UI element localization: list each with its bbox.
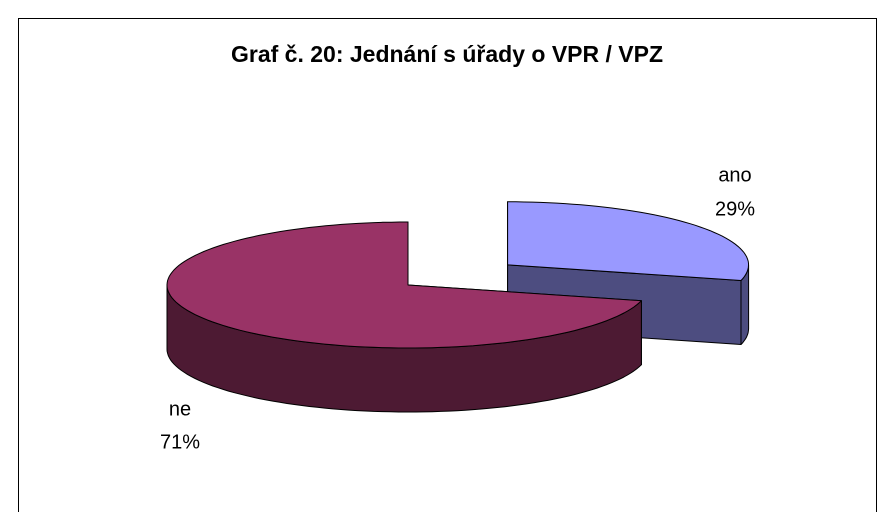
- data-label-category: ne: [169, 398, 191, 420]
- chart-title: Graf č. 20: Jednání s úřady o VPR / VPZ: [231, 41, 663, 67]
- pie-slice: [507, 201, 749, 281]
- data-label-category: ano: [718, 164, 751, 186]
- data-label-value: 29%: [715, 198, 755, 220]
- data-label-value: 71%: [160, 431, 200, 453]
- pie-slice: [166, 221, 642, 349]
